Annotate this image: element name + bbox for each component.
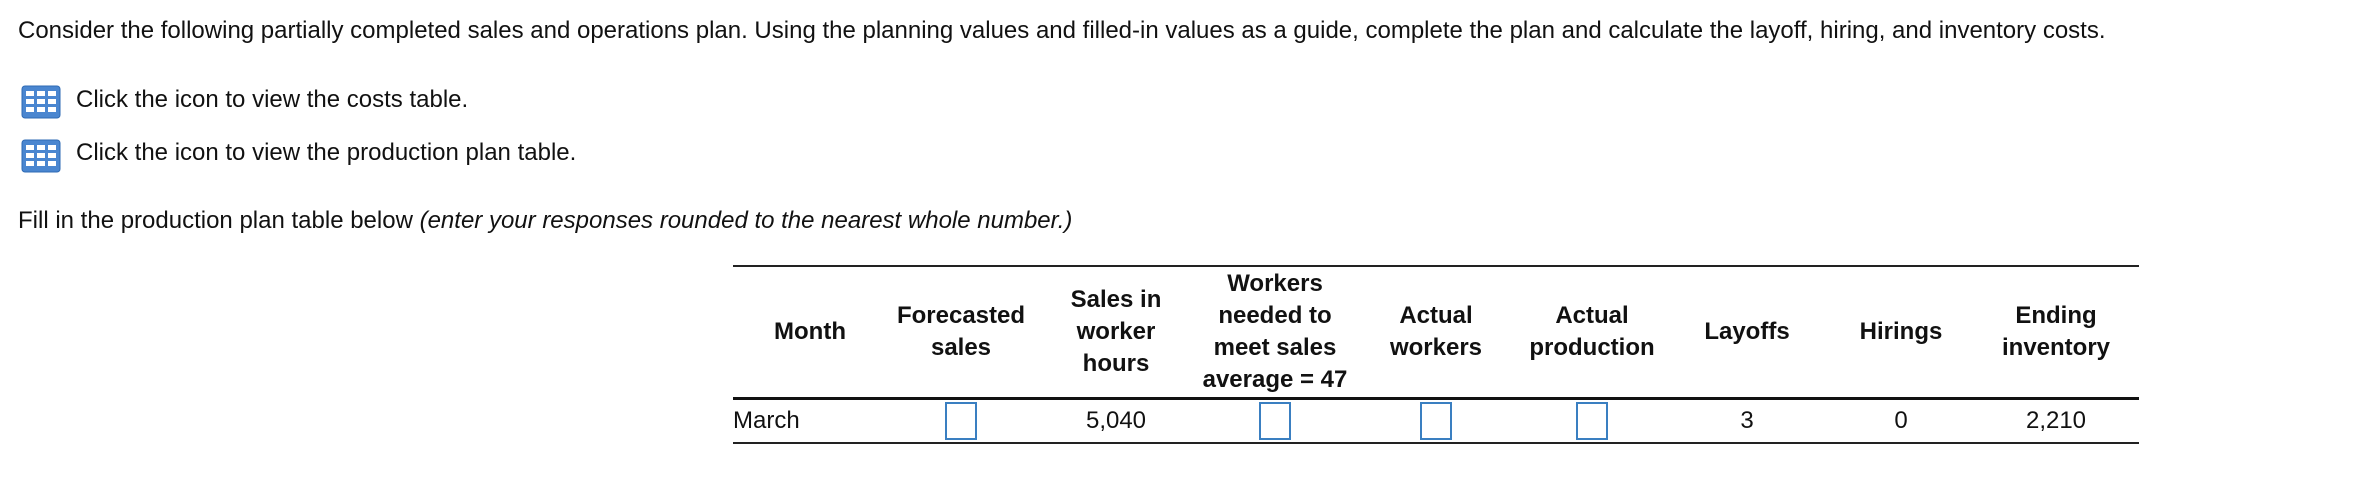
header-row: Month Forecasted sales Sales in worker hours W… [733,265,2139,400]
header-cell: Ending inventory [1973,265,2139,400]
cell-text: 2,210 [2025,407,2087,434]
header-text: production [1529,334,1655,361]
header-cell: Actual workers [1353,265,1519,400]
instruction: Fill in the production plan table below … [18,207,1072,235]
table-cell [1519,398,1665,444]
header-cell: Sales in worker hours [1035,265,1197,400]
header-text: Actual [1555,302,1629,329]
table-icon[interactable] [21,85,61,119]
header-cell: Month [733,265,887,400]
header-text: Layoffs [1704,318,1790,345]
input-box[interactable] [1576,402,1608,440]
header-text: sales [930,334,992,361]
cell-text: 3 [1740,407,1754,434]
header-text: average = 47 [1202,366,1348,393]
instruction-note: (enter your responses rounded to the nea… [419,207,1073,234]
table-icon[interactable] [21,139,61,173]
header-cell: Forecasted sales [887,265,1035,400]
table-cell: March [733,398,887,444]
header-text: Workers [1227,270,1323,297]
header-text: worker [1076,318,1156,345]
header-text: inventory [2001,334,2111,361]
table-cell: 5,040 [1035,398,1197,444]
table-cell [1353,398,1519,444]
header-text: workers [1389,334,1483,361]
header-cell: Hirings [1829,265,1973,400]
header-text: needed to [1218,302,1332,329]
header-text: Ending [2015,302,2097,329]
table-cell: 0 [1829,398,1973,444]
link-text[interactable]: Click the icon to view the costs table. [76,86,469,113]
table-cell: 2,210 [1973,398,2139,444]
instruction-text: Fill in the production plan table below [18,207,413,234]
link-text[interactable]: Click the icon to view the production pl… [76,139,577,166]
header-text: hours [1082,350,1150,377]
intro-text: Consider the following partially complet… [18,17,2106,44]
cell-text: 5,040 [1085,407,1147,434]
input-box[interactable] [1420,402,1452,440]
input-box[interactable] [1259,402,1291,440]
header-text: Forecasted [896,302,1026,329]
cell-text: 0 [1894,407,1908,434]
header-text: meet sales [1213,334,1337,361]
header-cell: Layoffs [1665,265,1829,400]
plan-table: Month Forecasted sales Sales in worker hours W… [733,265,2139,444]
header-text: Actual [1399,302,1473,329]
table-row: March 5,040 3 0 2,210 [733,398,2139,444]
header-text: Sales in [1070,286,1162,313]
input-box[interactable] [945,402,977,440]
header-text: Month [774,318,846,345]
header-cell: Workers needed to meet sales average = 47 [1197,265,1353,400]
table-cell [1197,398,1353,444]
header-cell: Actual production [1519,265,1665,400]
header-text: Hirings [1859,318,1943,345]
table-cell: 3 [1665,398,1829,444]
table-cell [887,398,1035,444]
cell-text: March [733,407,800,434]
